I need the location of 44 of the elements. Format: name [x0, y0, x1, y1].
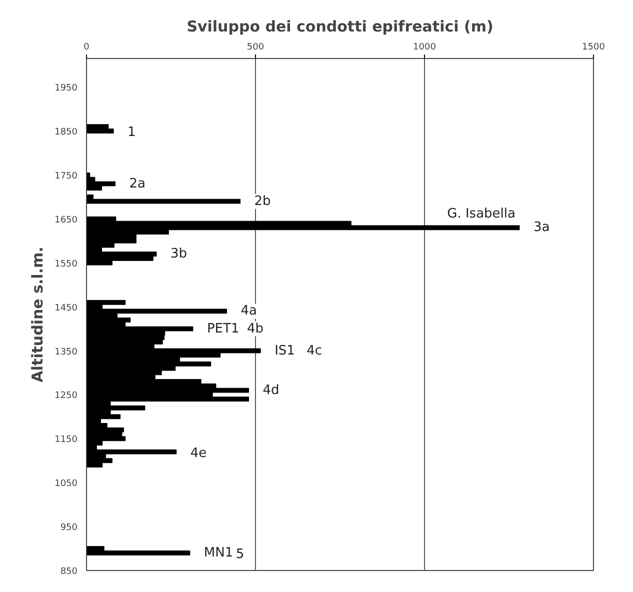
bar: [86, 414, 121, 420]
annotation: IS1: [274, 343, 295, 358]
y-tick-label: 1250: [54, 391, 78, 402]
annotation: 2a: [129, 176, 146, 192]
y-axis-title: Altitudine s.l.m.: [28, 246, 47, 382]
y-tick-label: 1650: [54, 215, 78, 226]
y-tick-label: 1450: [54, 303, 78, 314]
annotation: 3b: [170, 246, 187, 262]
y-tick-label: 850: [60, 567, 78, 577]
bar: [86, 348, 261, 354]
annotation: G. Isabella: [447, 206, 516, 222]
y-tick-label: 1550: [54, 259, 78, 270]
x-tick-label: 1000: [413, 42, 436, 52]
bar: [86, 449, 177, 454]
annotation: 3a: [533, 220, 550, 236]
bar: [86, 198, 241, 204]
bar: [86, 225, 520, 230]
annotation: 4e: [190, 446, 207, 461]
y-tick-label: 1750: [54, 171, 78, 182]
annotation: 4d: [262, 382, 280, 398]
x-tick-label: 1500: [582, 42, 606, 52]
annotation: 1: [128, 125, 136, 140]
bar: [86, 432, 122, 437]
bar: [86, 300, 126, 305]
annotation: 2b: [254, 194, 271, 209]
y-tick-label: 1350: [54, 347, 78, 358]
x-tick-label: 0: [84, 42, 90, 52]
annotation: 5: [236, 546, 244, 562]
x-axis-title: Sviluppo dei condotti epifreatici (m): [186, 18, 494, 36]
y-tick-label: 1950: [54, 84, 78, 94]
y-tick-label: 1050: [54, 479, 78, 490]
bar: [86, 308, 228, 314]
y-tick-label: 950: [60, 523, 78, 534]
y-tick-label: 1150: [54, 435, 78, 446]
annotation: PET1: [206, 321, 240, 336]
annotation: 4b: [246, 321, 264, 336]
annotation: 4c: [306, 343, 322, 358]
bar: [86, 550, 190, 556]
annotation: 4a: [240, 304, 258, 319]
annotation: MN1: [204, 545, 234, 560]
x-tick-label: 500: [246, 42, 264, 52]
bar: [86, 405, 146, 410]
bar: [86, 181, 116, 186]
y-tick-label: 1850: [54, 128, 78, 138]
